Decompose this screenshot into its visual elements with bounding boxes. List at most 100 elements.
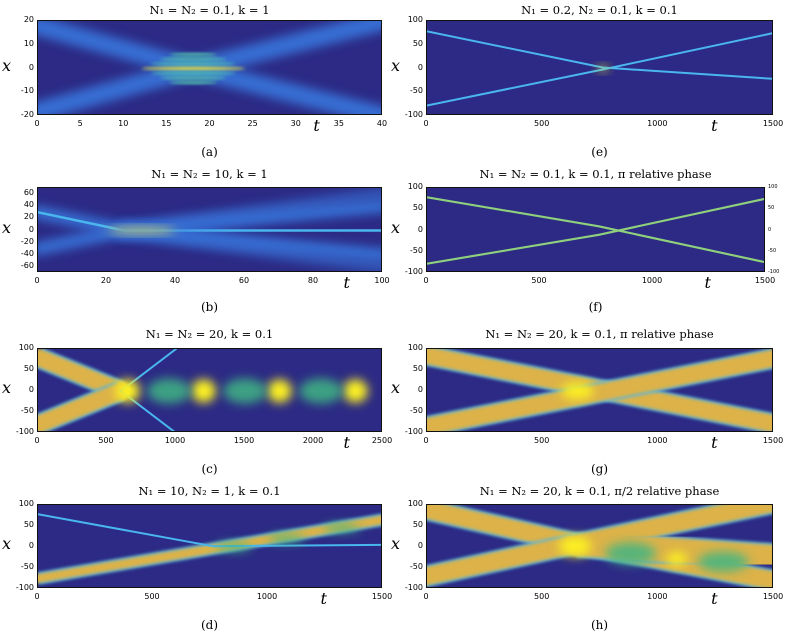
xtick-d-3: 1500 [371,592,393,601]
blob-c-5 [222,378,268,404]
caption-c: (c) [201,462,218,476]
ytick-b-3: 0 [28,224,34,234]
panel-title-c: N₁ = N₂ = 20, k = 0.1 [145,327,274,341]
rtick-f-4: -100 [768,269,780,275]
xtick-c-0: 0 [34,436,40,445]
caption-g: (g) [590,462,609,476]
ytick-b-1: 40 [23,200,34,210]
xlabel-c: t [343,433,350,452]
trajectory-b-3 [116,188,381,239]
trajectory-d-1 [38,513,381,548]
ytick-a-3: -10 [20,86,34,96]
ytick-c-4: -100 [15,427,34,436]
ytick-h-1: 50 [412,520,423,529]
xtick-g-1: 500 [534,436,550,445]
xtick-f-0: 0 [423,276,429,285]
ytick-b-2: 20 [23,212,34,222]
xtick-a-3: 15 [161,119,172,128]
xtick-g-0: 0 [423,436,429,445]
xlabel-d: t [320,589,327,608]
xtick-e-1: 500 [534,119,550,128]
ytick-h-4: -100 [404,583,423,592]
ytick-f-0: 100 [407,182,423,191]
ytick-e-1: 50 [412,38,423,48]
ytick-g-2: 0 [417,385,423,394]
fringe-a-4 [150,71,236,75]
caption-a: (a) [201,145,218,159]
panel-title-b: N₁ = N₂ = 10, k = 1 [151,167,268,181]
heatmap-svg-e [427,30,772,107]
blob-c-6 [298,378,343,404]
ytick-f-1: 50 [412,203,423,213]
ytick-c-3: -50 [20,406,34,415]
heatmap-svg-a [38,21,381,114]
panel-title-h: N₁ = N₂ = 20, k = 0.1, π/2 relative phas… [479,484,720,498]
blob-d-0 [215,542,252,552]
trajectory-h-1 [427,505,772,586]
ytick-g-3: -50 [409,406,423,415]
ytick-d-4: -100 [15,583,34,592]
ytick-a-1: 10 [23,38,34,48]
caption-d: (d) [200,618,219,632]
rtick-f-3: -50 [768,247,777,254]
fringe-a-5 [160,76,227,80]
xtick-d-1: 500 [144,592,160,601]
ytick-b-5: -40 [20,248,34,258]
xtick-a-0: 0 [34,119,40,128]
ytick-b-0: 60 [23,188,34,198]
ytick-h-3: -50 [409,562,423,571]
trajectory-g-1 [427,349,772,431]
xtick-e-3: 1500 [762,119,784,128]
ytick-b-6: -60 [20,260,34,270]
xtick-f-3: 1500 [754,276,776,285]
xlabel-a: t [313,116,320,135]
ytick-d-0: 100 [18,499,34,508]
ytick-c-2: 0 [28,385,34,394]
plot-area-e [426,20,773,115]
plot-area-b [37,187,382,272]
ytick-e-4: -100 [404,110,423,119]
heatmap-svg-f [427,196,764,265]
xtick-a-7: 35 [333,119,344,128]
panel-title-e: N₁ = 0.2, N₂ = 0.1, k = 0.1 [521,3,678,17]
ylabel-h: x [391,534,401,553]
ylabel-c: x [2,378,12,397]
xtick-g-2: 1000 [647,436,668,445]
caption-f: (f) [588,300,603,314]
trajectory-b-4 [116,222,381,271]
rtick-f-2: 0 [768,226,772,233]
ytick-h-2: 0 [417,541,423,550]
xlabel-e: t [711,116,718,135]
xtick-g-3: 1500 [762,436,784,445]
trajectory-f-0 [427,196,764,264]
blob-c-4 [147,378,192,404]
ytick-c-0: 100 [18,343,34,352]
ytick-e-3: -50 [409,86,423,96]
panel-title-a: N₁ = N₂ = 0.1, k = 1 [149,3,270,17]
ytick-g-1: 50 [412,364,423,373]
xtick-a-6: 30 [290,119,301,128]
xtick-a-8: 40 [376,119,388,128]
xtick-b-3: 60 [238,276,250,285]
ytick-a-0: 20 [23,15,34,24]
xtick-b-4: 80 [307,276,319,285]
xtick-a-5: 25 [247,119,258,128]
fringe-a-6 [169,80,218,84]
ytick-f-3: -50 [409,245,423,255]
xtick-a-2: 10 [118,119,129,128]
fringe-a-1 [160,57,227,61]
rtick-f-1: 50 [768,205,775,212]
ytick-a-4: -20 [20,110,34,119]
rtick-f-0: 100 [768,184,778,190]
blob-e-0 [597,66,609,71]
ylabel-b: x [2,217,12,237]
caption-b: (b) [200,300,219,314]
ytick-b-4: -20 [20,236,34,246]
blob-d-1 [268,534,305,543]
panel-title-d: N₁ = 10, N₂ = 1, k = 0.1 [138,484,281,498]
blob-h-3 [666,552,688,566]
xtick-a-1: 5 [77,119,83,128]
heatmap-svg-d [38,513,381,585]
xtick-b-1: 20 [100,276,112,285]
blob-h-0 [558,536,592,557]
